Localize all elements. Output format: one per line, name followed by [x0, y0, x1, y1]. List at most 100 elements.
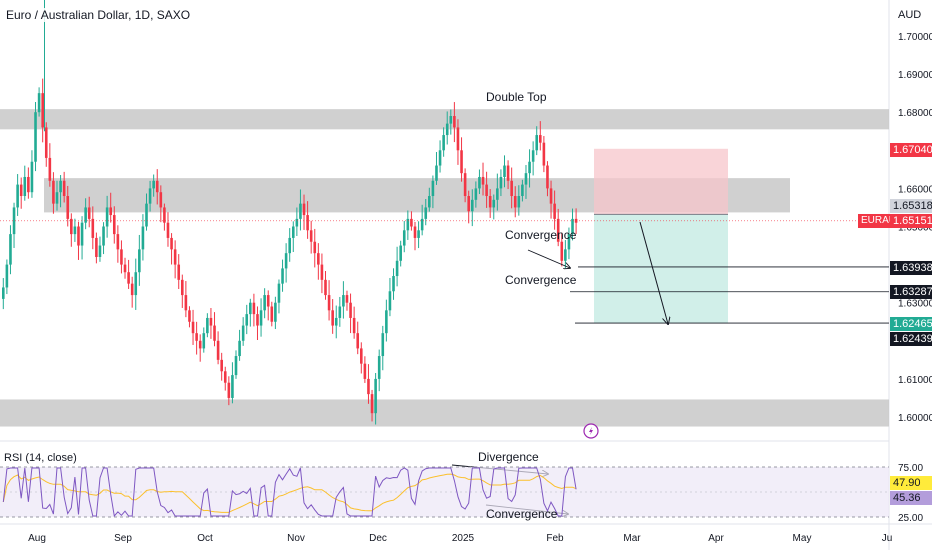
- entry-price-tag[interactable]: 1.65318: [890, 199, 932, 213]
- candle-body: [385, 310, 388, 334]
- candle-body: [166, 222, 170, 238]
- stop-price-tag[interactable]: 1.67040: [890, 143, 932, 157]
- candle-body: [23, 176, 27, 197]
- candle-body: [263, 295, 266, 311]
- candle-body: [485, 184, 488, 197]
- candle-body: [442, 135, 445, 151]
- level-1-tag[interactable]: 1.63938: [890, 261, 932, 275]
- candle-body: [163, 207, 166, 223]
- candle-body: [539, 135, 542, 143]
- candle-body: [202, 333, 206, 349]
- time-tick-label: May: [793, 533, 812, 544]
- target-price-tag[interactable]: 1.62465: [890, 317, 932, 331]
- candle-body: [345, 295, 349, 303]
- candle-body: [417, 230, 420, 238]
- candle-body: [277, 283, 281, 303]
- candles: [2, 0, 578, 425]
- candle-body: [19, 184, 23, 197]
- candle-body: [531, 150, 535, 162]
- candle-body: [30, 161, 34, 193]
- candle-body: [66, 196, 70, 219]
- time-tick-label: Apr: [708, 533, 724, 544]
- candle-body: [270, 306, 274, 322]
- candle-body: [105, 207, 109, 227]
- time-tick-label: Aug: [28, 533, 46, 544]
- candle-body: [299, 203, 302, 219]
- level-2-tag[interactable]: 1.63287: [890, 285, 932, 299]
- candle-body: [216, 340, 220, 360]
- double-top-label: Double Top: [486, 90, 547, 104]
- candle-body: [181, 279, 184, 296]
- candle-body: [145, 203, 148, 227]
- candle-body: [478, 176, 481, 189]
- candle-body: [571, 218, 574, 235]
- candle-body: [535, 135, 539, 151]
- candle-body: [567, 234, 571, 250]
- trade-box[interactable]: [594, 148, 728, 324]
- candle-body: [12, 207, 16, 235]
- candle-body: [445, 123, 449, 136]
- candle-body: [130, 283, 134, 296]
- candle-body: [402, 230, 406, 246]
- candle-body: [5, 264, 9, 288]
- candle-body: [460, 150, 463, 174]
- last-price-tag[interactable]: 1.65151: [890, 214, 932, 228]
- candle-body: [73, 226, 77, 235]
- candle-body: [252, 302, 256, 315]
- candle-body: [238, 340, 241, 357]
- candle-body: [334, 317, 338, 326]
- candle-body: [48, 157, 52, 181]
- time-axis[interactable]: Aug Sep Oct Nov Dec 2025 Feb Mar Apr May Ju: [28, 533, 892, 544]
- candle-body: [80, 222, 84, 246]
- target-zone: [594, 214, 728, 324]
- time-tick-label: Oct: [197, 533, 213, 544]
- candle-body: [127, 272, 130, 284]
- candle-body: [138, 249, 141, 273]
- candle-body: [227, 382, 231, 398]
- price-tick-label: 1.65000: [898, 223, 932, 234]
- candle-body: [170, 237, 173, 250]
- time-tick-label: Nov: [287, 533, 305, 544]
- candle-body: [528, 161, 531, 174]
- candle-body: [499, 176, 503, 189]
- candle-body: [510, 180, 513, 197]
- candle-body: [152, 180, 155, 189]
- candle-body: [281, 268, 284, 284]
- price-tick-label: 1.69000: [898, 70, 932, 81]
- candle-body: [513, 196, 517, 208]
- candle-body: [327, 295, 331, 311]
- candle-body: [470, 199, 474, 212]
- candle-body: [62, 180, 66, 197]
- extra-price-tag[interactable]: 1.62439: [890, 332, 932, 346]
- candle-body: [317, 253, 320, 265]
- price-tick-label: 1.63000: [898, 299, 932, 310]
- candle-body: [95, 237, 98, 257]
- candle-body: [102, 226, 105, 246]
- currency-label[interactable]: AUD: [898, 9, 922, 21]
- candle-body: [395, 260, 399, 277]
- candle-body: [291, 226, 295, 238]
- convergence-label-1: Convergence: [505, 228, 577, 242]
- candle-body: [220, 359, 223, 372]
- candle-body: [16, 184, 19, 208]
- candle-body: [123, 264, 127, 273]
- candle-body: [44, 127, 48, 158]
- convergence-rsi-label: Convergence: [486, 507, 558, 521]
- candle-body: [9, 234, 12, 265]
- candle-body: [213, 325, 216, 341]
- candle-body: [352, 317, 356, 334]
- time-tick-label: Dec: [369, 533, 387, 544]
- lightning-icon[interactable]: [583, 423, 599, 439]
- candle-body: [259, 310, 263, 326]
- candle-body: [503, 165, 506, 177]
- candle-body: [360, 348, 363, 364]
- time-tick-label: Mar: [623, 533, 641, 544]
- candle-body: [517, 196, 521, 208]
- time-tick-label: Feb: [546, 533, 564, 544]
- candle-body: [324, 279, 327, 296]
- target-arrow: [639, 221, 668, 324]
- candle-body: [506, 165, 510, 181]
- rsi-level-label: 25.00: [898, 513, 923, 524]
- candle-body: [184, 295, 188, 311]
